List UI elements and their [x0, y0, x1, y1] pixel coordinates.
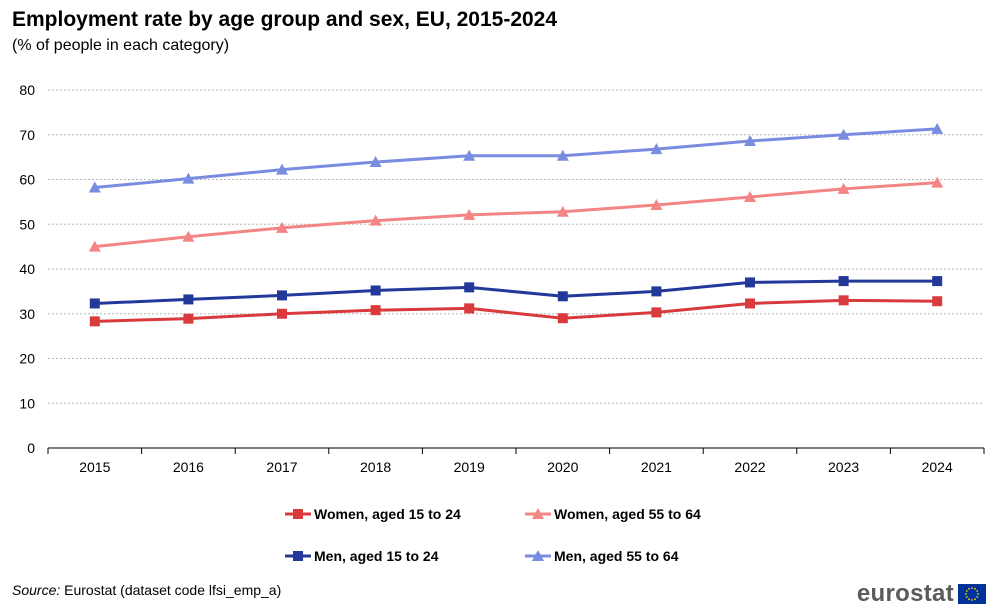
legend-marker [532, 508, 544, 519]
legend-label: Men, aged 55 to 64 [554, 548, 679, 564]
data-point [931, 122, 944, 134]
legend-marker [293, 551, 303, 561]
x-tick-label: 2024 [922, 459, 953, 475]
data-point [277, 290, 287, 301]
data-point [369, 156, 382, 168]
legend-label: Women, aged 55 to 64 [554, 506, 701, 522]
data-point [838, 276, 849, 287]
source-label: Source: [12, 582, 61, 598]
data-point [650, 143, 663, 155]
data-point [464, 282, 475, 293]
data-point [837, 128, 850, 140]
y-tick-label: 70 [19, 127, 35, 143]
data-point [183, 313, 194, 324]
chart-subtitle: (% of people in each category) [12, 37, 230, 54]
data-point [183, 294, 194, 305]
data-point [276, 163, 288, 175]
y-tick-label: 60 [19, 172, 35, 188]
data-point [463, 149, 476, 161]
data-point [932, 296, 943, 307]
source-note: Source: Eurostat (dataset code lfsi_emp_… [12, 582, 281, 598]
series-line [94, 181, 938, 249]
legend-label: Women, aged 15 to 24 [314, 506, 461, 522]
series-line [94, 127, 938, 190]
data-point [464, 303, 475, 314]
x-tick-label: 2022 [734, 459, 765, 475]
chart-title: Employment rate by age group and sex, EU… [12, 8, 558, 31]
data-point [837, 182, 850, 194]
x-tick-label: 2018 [360, 459, 391, 475]
x-tick-label: 2021 [641, 459, 672, 475]
eu-flag-icon [958, 584, 986, 604]
y-tick-label: 10 [19, 395, 35, 411]
data-point [182, 230, 195, 242]
x-tick-label: 2017 [266, 459, 297, 475]
data-point [557, 313, 568, 324]
legend-label: Men, aged 15 to 24 [314, 548, 439, 564]
data-point [556, 205, 569, 217]
data-point [744, 190, 756, 202]
eurostat-logo: eurostat [857, 580, 986, 608]
data-point [651, 286, 662, 297]
data-point [651, 307, 662, 318]
data-point [556, 149, 569, 161]
logo-wordmark: eurostat [856, 580, 954, 607]
y-tick-label: 40 [19, 261, 35, 277]
y-tick-label: 50 [19, 216, 35, 232]
data-point [370, 305, 381, 316]
x-tick-label: 2015 [79, 459, 110, 475]
data-point [931, 176, 944, 188]
data-point [838, 295, 849, 306]
x-tick-label: 2023 [828, 459, 859, 475]
series-line [94, 298, 938, 323]
data-point [745, 298, 755, 309]
series-line [94, 279, 938, 305]
data-point [369, 214, 382, 226]
legend-marker [532, 550, 544, 561]
data-point [88, 181, 101, 193]
y-tick-label: 0 [27, 440, 35, 456]
legend-marker [293, 509, 303, 519]
y-tick-label: 30 [19, 306, 35, 322]
x-tick-label: 2016 [173, 459, 204, 475]
y-tick-label: 20 [19, 351, 35, 367]
data-point [182, 172, 195, 184]
data-point [370, 285, 381, 296]
data-point [89, 298, 100, 309]
data-point [276, 221, 288, 233]
data-point [932, 276, 943, 287]
source-text: Eurostat (dataset code lfsi_emp_a) [60, 582, 282, 598]
data-point [745, 277, 755, 288]
data-point [650, 199, 663, 211]
data-point [277, 308, 287, 319]
x-tick-label: 2020 [547, 459, 578, 475]
x-tick-label: 2019 [454, 459, 485, 475]
data-point [557, 291, 568, 302]
data-point [88, 240, 101, 252]
data-point [463, 208, 476, 220]
data-point [744, 135, 756, 147]
y-tick-label: 80 [19, 82, 35, 98]
data-point [89, 316, 100, 327]
